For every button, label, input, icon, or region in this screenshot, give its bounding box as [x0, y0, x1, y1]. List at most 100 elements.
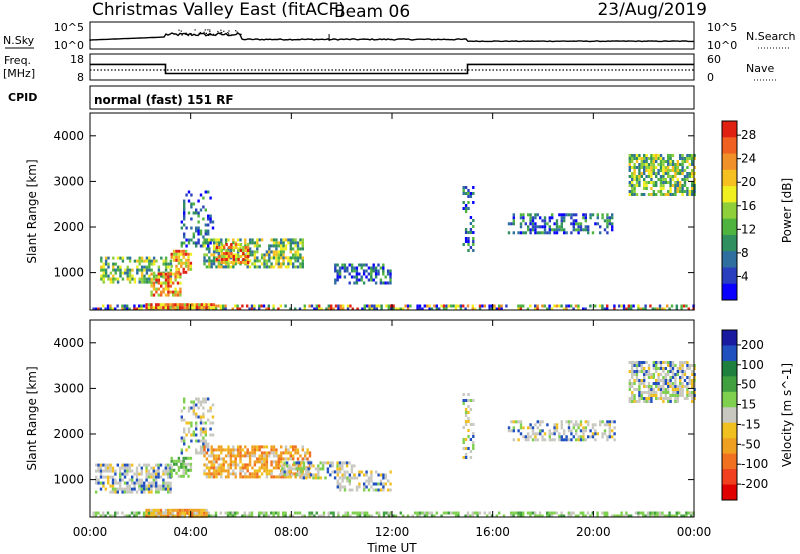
echo-cell — [611, 420, 614, 424]
echo-cell — [467, 192, 470, 195]
echo-cell — [329, 464, 332, 468]
echo-cell — [189, 252, 193, 256]
echo-cell — [270, 451, 273, 455]
echo-cell — [651, 511, 654, 515]
echo-cell — [217, 253, 221, 257]
echo-cell — [283, 461, 286, 465]
echo-cell — [683, 160, 687, 163]
echo-cell — [317, 464, 320, 468]
echo-cell — [180, 448, 183, 452]
echo-cell — [184, 270, 188, 274]
echo-cell — [579, 225, 583, 229]
echo-cell — [620, 514, 623, 518]
echo-cell — [180, 451, 183, 455]
echo-cell — [645, 373, 648, 376]
echo-cell — [171, 303, 175, 307]
echo-cell — [162, 275, 165, 279]
echo-cell — [690, 514, 693, 518]
echo-cell — [169, 274, 173, 278]
echo-cell — [631, 370, 634, 373]
echo-cell — [522, 511, 525, 515]
echo-cell — [500, 307, 503, 311]
echo-cell — [363, 473, 366, 477]
echo-cell — [220, 255, 223, 258]
echo-cell — [546, 423, 549, 427]
echo-cell — [164, 466, 167, 470]
echo-cell — [657, 397, 660, 400]
echo-cell — [164, 508, 167, 512]
echo-cell — [263, 445, 266, 449]
echo-cell — [346, 479, 349, 483]
echo-cell — [205, 475, 209, 479]
echo-cell — [683, 178, 687, 181]
echo-cell — [99, 475, 103, 479]
echo-cell — [693, 379, 696, 382]
echo-cell — [657, 361, 660, 364]
echo-cell — [260, 304, 263, 308]
echo-cell — [205, 238, 209, 242]
echo-cell — [208, 256, 211, 260]
freq-label: Freq. — [4, 54, 31, 67]
echo-cell — [131, 487, 134, 491]
echo-cell — [336, 263, 339, 267]
echo-cell — [652, 373, 655, 376]
echo-cell — [655, 172, 658, 175]
echo-cell — [305, 476, 308, 480]
echo-cell — [360, 266, 363, 270]
echo-cell — [145, 472, 148, 476]
echo-cell — [640, 160, 643, 163]
echo-cell — [667, 361, 670, 364]
echo-cell — [135, 511, 138, 515]
echo-cell — [224, 454, 228, 458]
echo-cell — [548, 304, 551, 308]
echo-cell — [582, 426, 585, 430]
echo-cell — [297, 461, 301, 465]
echo-cell — [244, 249, 247, 252]
echo-cell — [192, 241, 195, 245]
echo-cell — [155, 472, 158, 476]
echo-cell — [469, 456, 473, 459]
echo-cell — [693, 388, 696, 391]
echo-cell — [370, 470, 373, 474]
echo-cell — [138, 280, 141, 284]
echo-cell — [671, 175, 675, 178]
echo-cell — [155, 290, 158, 294]
echo-cell — [277, 511, 280, 515]
echo-cell — [140, 481, 143, 485]
echo-cell — [205, 445, 209, 449]
echo-cell — [587, 228, 590, 232]
echo-cell — [234, 511, 237, 515]
echo-cell — [363, 482, 366, 486]
echo-cell — [155, 508, 158, 512]
echo-cell — [256, 247, 259, 251]
echo-cell — [693, 394, 696, 397]
echo-cell — [464, 228, 468, 231]
echo-cell — [150, 511, 153, 515]
nsky-point — [240, 33, 242, 35]
echo-cell — [374, 272, 378, 276]
echo-cell — [152, 306, 155, 310]
echo-cell — [170, 252, 173, 256]
echo-cell — [657, 163, 660, 166]
echo-cell — [601, 216, 604, 220]
echo-cell — [102, 274, 105, 278]
echo-cell — [539, 423, 542, 427]
echo-cell — [635, 181, 639, 184]
echo-cell — [341, 485, 344, 489]
echo-cell — [150, 293, 153, 297]
echo-cell — [284, 475, 288, 479]
echo-cell — [517, 511, 520, 515]
echo-cell — [305, 470, 308, 474]
echo-cell — [676, 394, 679, 397]
echo-cell — [126, 487, 129, 491]
echo-cell — [155, 306, 158, 310]
echo-cell — [164, 293, 168, 297]
echo-cell — [301, 238, 304, 242]
echo-cell — [175, 459, 178, 463]
echo-cell — [224, 265, 228, 269]
echo-cell — [643, 157, 646, 160]
echo-cell — [462, 304, 465, 308]
echo-cell — [183, 400, 186, 404]
